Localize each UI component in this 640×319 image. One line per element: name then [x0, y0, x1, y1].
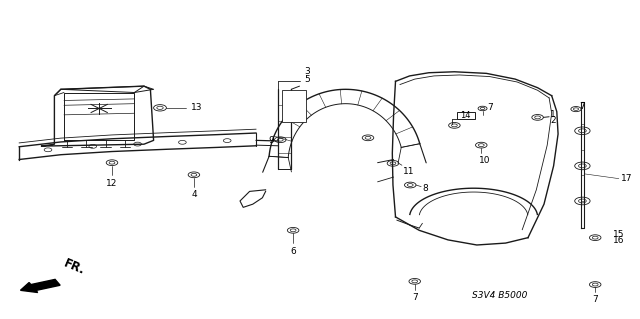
Text: 15: 15	[613, 230, 625, 239]
Text: 9: 9	[268, 137, 274, 145]
Text: 4: 4	[191, 190, 196, 199]
FancyArrow shape	[20, 279, 60, 293]
Text: 13: 13	[191, 103, 202, 112]
Text: 12: 12	[106, 179, 118, 188]
Text: 7: 7	[579, 102, 585, 111]
Text: 1: 1	[550, 110, 556, 119]
Text: 7: 7	[412, 293, 417, 302]
Text: 10: 10	[479, 156, 490, 165]
Text: 16: 16	[613, 236, 625, 245]
Text: FR.: FR.	[61, 257, 87, 278]
Bar	[282, 90, 306, 122]
Text: 14: 14	[460, 111, 470, 120]
Text: S3V4 B5000: S3V4 B5000	[472, 291, 528, 300]
Text: 5: 5	[304, 75, 310, 84]
Text: 2: 2	[550, 116, 556, 125]
Text: 7: 7	[593, 295, 598, 304]
Text: 8: 8	[422, 184, 428, 193]
Text: 7: 7	[488, 103, 493, 112]
Text: 3: 3	[304, 67, 310, 76]
Text: 6: 6	[291, 247, 296, 256]
Bar	[457, 112, 475, 119]
Text: 11: 11	[403, 167, 415, 176]
Text: 17: 17	[621, 174, 632, 183]
